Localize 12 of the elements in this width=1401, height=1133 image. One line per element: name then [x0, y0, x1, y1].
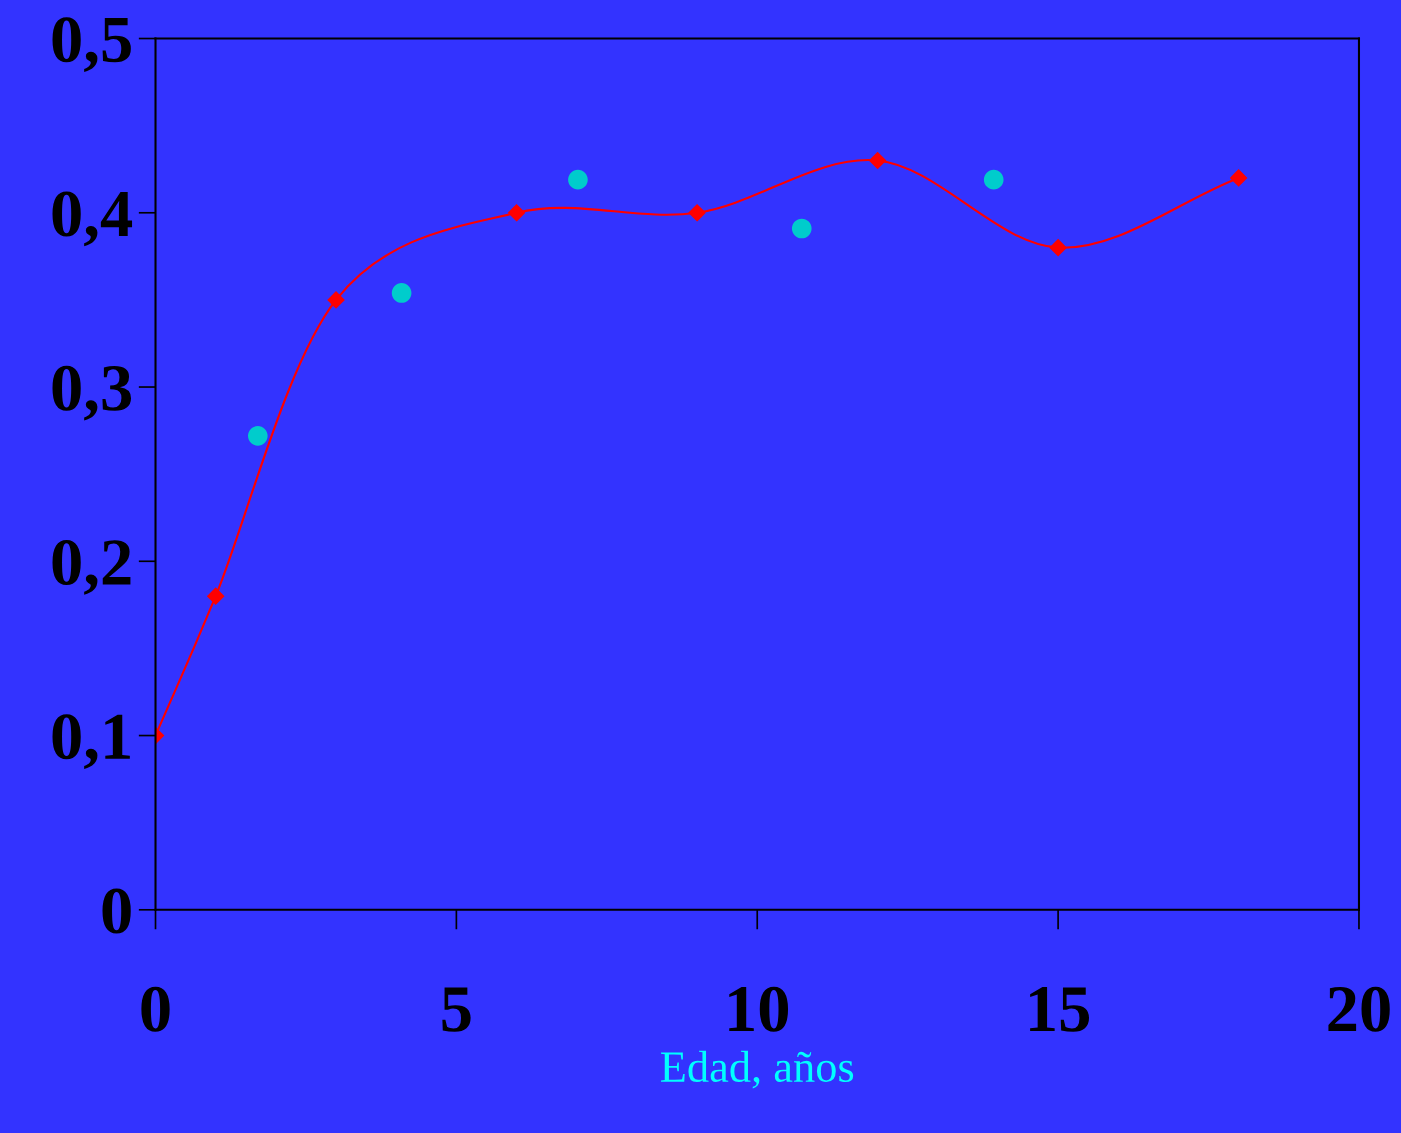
y-tick-label: 0,3: [52, 365, 132, 421]
x-tick-label: 15: [1030, 987, 1089, 1032]
x-axis-title: Edad, años: [661, 1050, 854, 1089]
x-tick-label: 5: [442, 987, 471, 1032]
y-tick-label: 0,1: [52, 714, 130, 769]
x-tick-label: 20: [1328, 986, 1390, 1032]
y-tick-label: 0,5: [52, 17, 131, 72]
y-tick-label: 0,2: [52, 540, 131, 595]
x-tick-label: 0: [141, 986, 170, 1032]
x-tick-label: 10: [729, 986, 789, 1032]
y-tick-label: 0,4: [52, 191, 133, 247]
y-tick-label: 0: [102, 888, 131, 934]
